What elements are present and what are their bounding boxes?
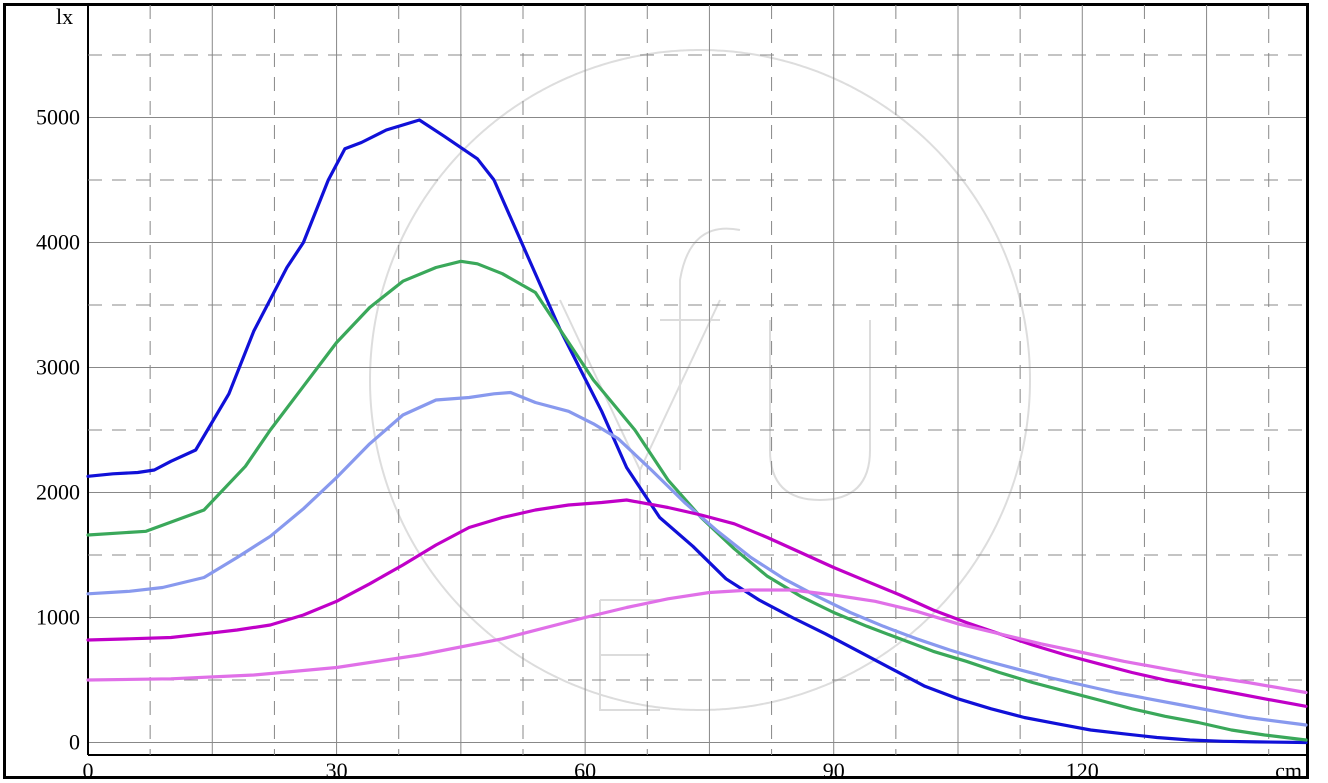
y-tick-label: 0: [69, 730, 80, 755]
x-tick-label: 120: [1066, 758, 1099, 783]
series-layer: [86, 118, 1308, 745]
dashed-gridlines: [88, 5, 1306, 755]
x-tick-label: 60: [574, 758, 596, 783]
y-tick-label: 1000: [36, 605, 80, 630]
y-tick-label: 2000: [36, 480, 80, 505]
x-axis-ticks: 0 30 60 90 120: [83, 758, 1099, 783]
y-tick-label: 5000: [36, 105, 80, 130]
series-line-3: [86, 390, 1308, 727]
y-axis-unit-label: lx: [56, 4, 73, 29]
x-tick-label: 90: [823, 758, 845, 783]
x-axis-unit-label: cm: [1275, 758, 1302, 783]
y-axis-ticks: 0 1000 2000 3000 4000 5000: [36, 105, 80, 755]
y-tick-label: 4000: [36, 230, 80, 255]
series-line-2: [86, 259, 1308, 742]
series-line-1: [86, 118, 1308, 745]
x-tick-label: 0: [83, 758, 94, 783]
chart-frame: [3, 3, 1309, 779]
series-line-5: [86, 588, 1308, 695]
watermark-emblem: [369, 49, 1031, 711]
x-tick-label: 30: [326, 758, 348, 783]
solid-gridlines: [87, 5, 1306, 756]
y-tick-label: 3000: [36, 355, 80, 380]
series-line-4: [86, 498, 1308, 708]
